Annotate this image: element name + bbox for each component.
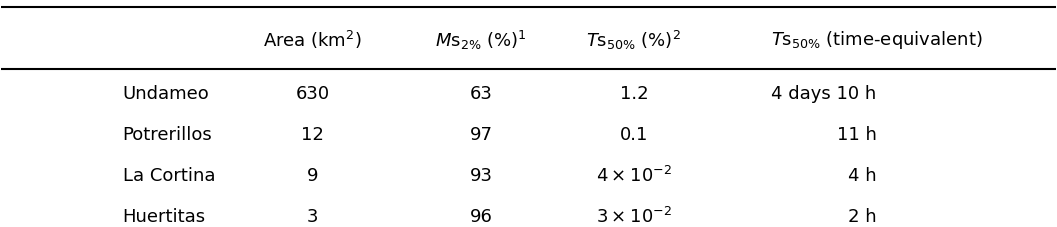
Text: $4 \times 10^{-2}$: $4 \times 10^{-2}$ [596,165,672,185]
Text: 3: 3 [307,207,318,225]
Text: 97: 97 [469,125,493,143]
Text: $3 \times 10^{-2}$: $3 \times 10^{-2}$ [596,206,672,226]
Text: Area (km$^2$): Area (km$^2$) [263,29,361,51]
Text: 630: 630 [295,84,330,102]
Text: Potrerillos: Potrerillos [123,125,212,143]
Text: 4 h: 4 h [848,166,876,184]
Text: 4 days 10 h: 4 days 10 h [772,84,876,102]
Text: 9: 9 [307,166,318,184]
Text: 0.1: 0.1 [619,125,648,143]
Text: 2 h: 2 h [848,207,876,225]
Text: La Cortina: La Cortina [123,166,216,184]
Text: Undameo: Undameo [123,84,209,102]
Text: 1.2: 1.2 [619,84,648,102]
Text: $M$s$_{2\%}$ (%)$^1$: $M$s$_{2\%}$ (%)$^1$ [435,28,526,52]
Text: $T$s$_{50\%}$ (%)$^2$: $T$s$_{50\%}$ (%)$^2$ [587,28,682,52]
Text: 93: 93 [469,166,493,184]
Text: 12: 12 [301,125,323,143]
Text: $T$s$_{50\%}$ (time-equivalent): $T$s$_{50\%}$ (time-equivalent) [771,29,982,51]
Text: 96: 96 [469,207,493,225]
Text: 63: 63 [469,84,493,102]
Text: Huertitas: Huertitas [123,207,206,225]
Text: 11 h: 11 h [836,125,876,143]
